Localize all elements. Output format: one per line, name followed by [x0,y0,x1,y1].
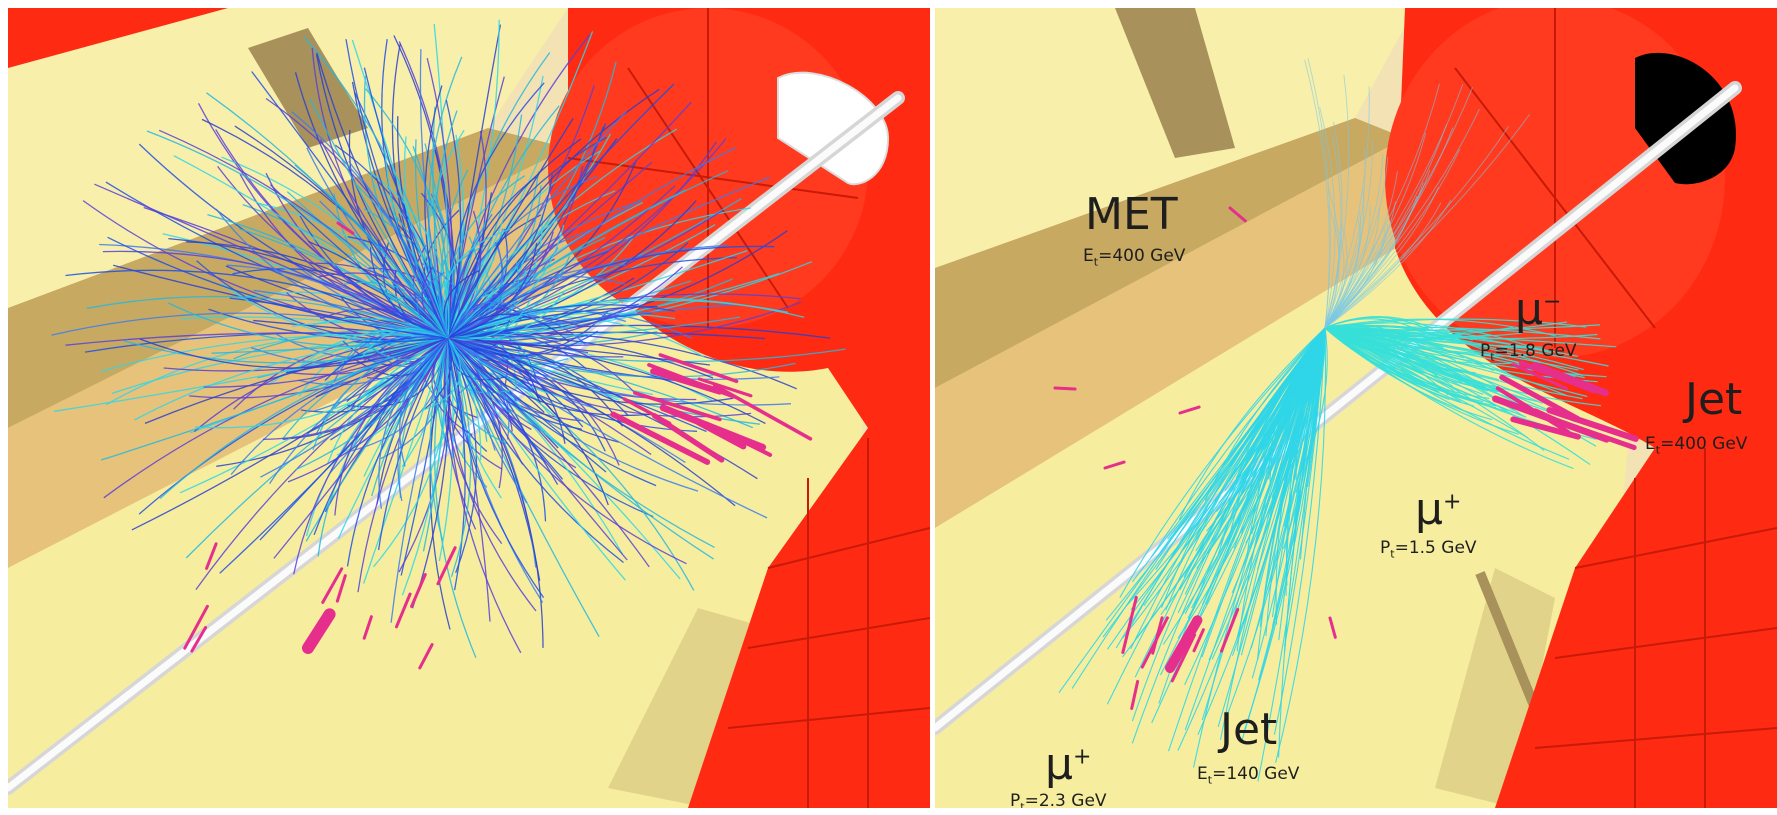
jet-bottom-label: Jet [1220,704,1278,755]
right-scene [935,8,1777,808]
endcap-cup [777,71,890,186]
met-value: Et=400 GeV [1083,246,1186,269]
event-display-right: MET Et=400 GeV μ− Pt=1.8 GeV Jet Et=400 … [935,8,1777,808]
dark-band [935,118,1405,388]
left-scene [8,8,930,808]
strut [1115,8,1235,158]
mu-plus-bottom-value: Pt=2.3 GeV [1010,791,1107,809]
mid-band [935,138,1495,528]
mu-plus-center-value: Pt=1.5 GeV [1380,538,1477,561]
corner-red [8,8,228,68]
mu-plus-bottom-label: μ+ [1045,739,1092,790]
jet-right-label: Jet [1685,374,1743,425]
beampipe-highlight [935,84,1739,732]
mu-minus-label: μ− [1515,284,1562,335]
event-display-left [8,8,930,808]
jet-right-value: Et=400 GeV [1645,434,1748,457]
energy-deposits [1053,206,1639,710]
mu-minus-value: Pt=1.8 GeV [1480,341,1577,364]
met-label: MET [1085,189,1178,240]
track-burst [51,19,846,658]
strut-edge [1475,571,1540,710]
strut-low [608,608,768,808]
mu-plus-center-label: μ+ [1415,484,1462,535]
jet-bottom-value: Et=140 GeV [1197,764,1300,787]
jet-tracks [1058,58,1617,782]
calorimeter-grid [1454,8,1777,808]
energy-deposits [183,221,813,670]
